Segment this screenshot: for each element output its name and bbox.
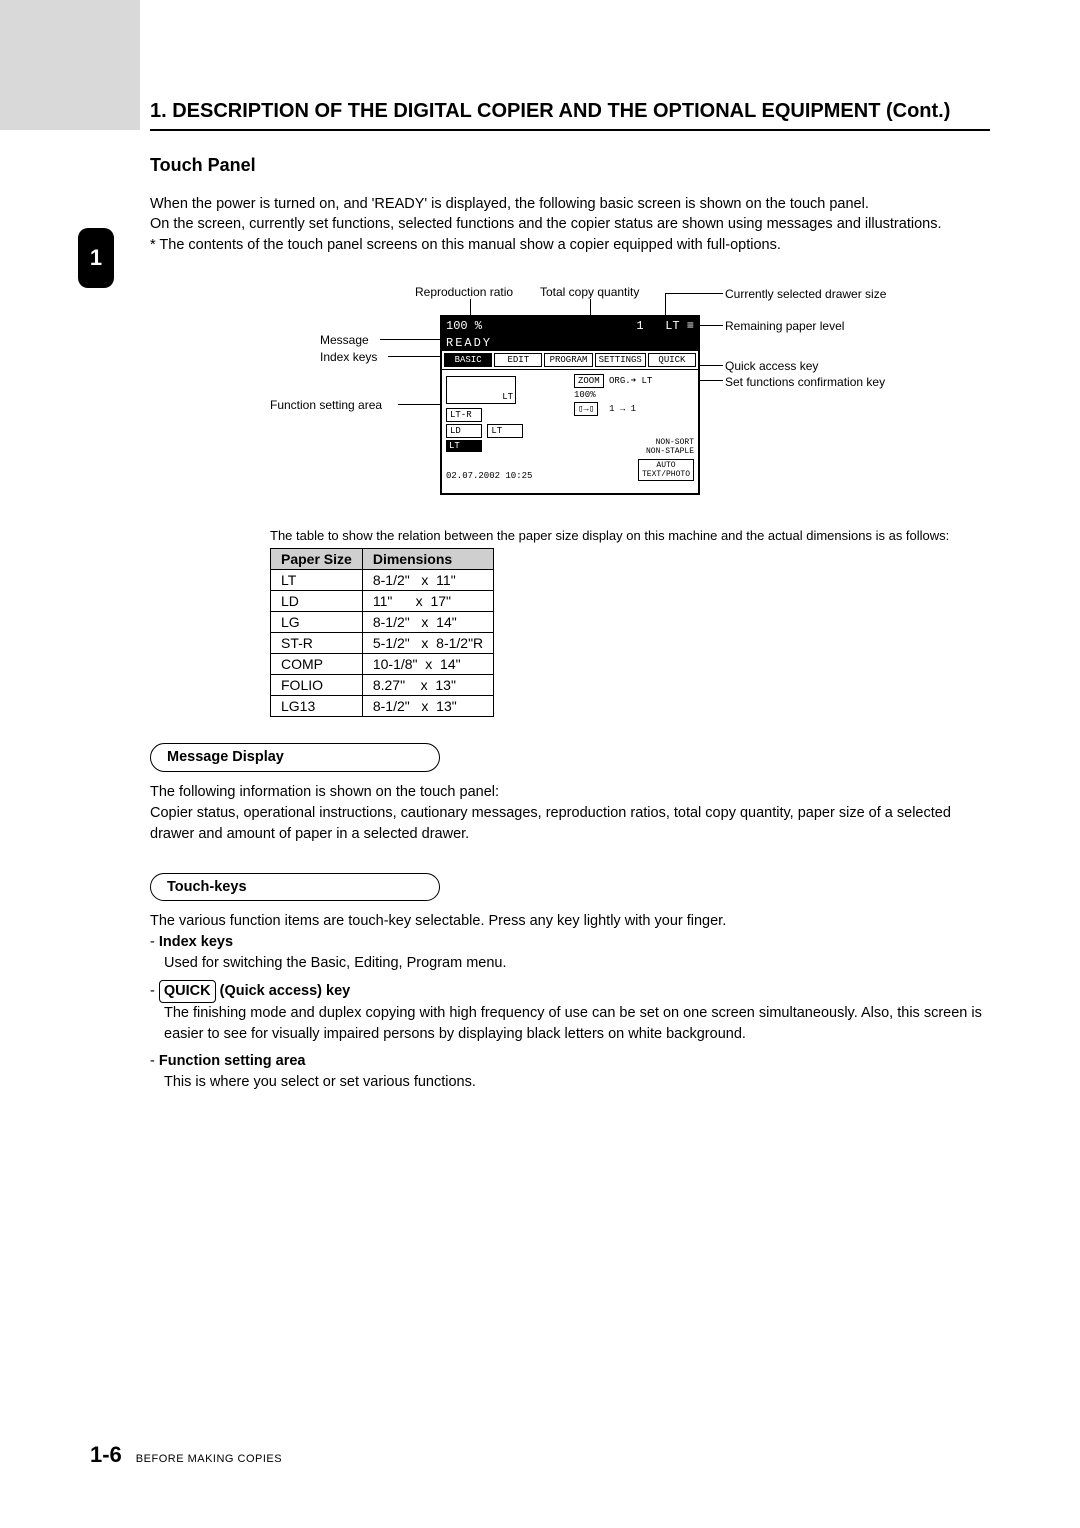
panel-date: 02.07.2002 10:25 xyxy=(446,471,532,481)
dimensions-cell: 8-1/2" x 11" xyxy=(362,570,493,591)
table-row: LG138-1/2" x 13" xyxy=(271,696,494,717)
table-header: Paper Size xyxy=(271,549,363,570)
size-box[interactable]: LT xyxy=(487,424,523,438)
touch-panel-diagram: Reproduction ratio Total copy quantity M… xyxy=(270,285,910,515)
table-row: LD11" x 17" xyxy=(271,591,494,612)
panel-mode[interactable]: AUTO TEXT/PHOTO xyxy=(638,459,694,481)
page-number: 1-6 xyxy=(90,1442,122,1468)
tab-program[interactable]: PROGRAM xyxy=(544,353,592,367)
panel-ratio: 100 % xyxy=(446,319,482,333)
touch-keys-pill: Touch-keys xyxy=(150,873,440,901)
panel-tabs: BASIC EDIT PROGRAM SETTINGS QUICK xyxy=(442,351,698,369)
quick-key-box: QUICK xyxy=(159,980,216,1003)
label-quick-key: Quick access key xyxy=(725,359,818,373)
section-heading: 1. DESCRIPTION OF THE DIGITAL COPIER AND… xyxy=(150,100,990,131)
tab-quick[interactable]: QUICK xyxy=(648,353,696,367)
table-row: ST-R5-1/2" x 8-1/2"R xyxy=(271,633,494,654)
paper-size-cell: LG xyxy=(271,612,363,633)
subsection-heading: Touch Panel xyxy=(150,155,990,176)
leader-line xyxy=(388,356,440,357)
panel-ready: READY xyxy=(442,335,698,351)
dimensions-cell: 10-1/8" x 14" xyxy=(362,654,493,675)
leader-line xyxy=(665,293,723,294)
top-gray-block xyxy=(0,0,140,130)
touch-panel: 100 % 1 LT ≡ READY BASIC EDIT PROGRAM SE… xyxy=(440,315,700,495)
label-total-qty: Total copy quantity xyxy=(540,285,639,299)
size-box[interactable]: LT-R xyxy=(446,408,482,422)
item-lead-suffix: (Quick access) key xyxy=(216,983,351,999)
message-display-pill: Message Display xyxy=(150,743,440,771)
table-row: COMP10-1/8" x 14" xyxy=(271,654,494,675)
size-box-active[interactable]: LT xyxy=(446,440,482,452)
msg-line: Copier status, operational instructions,… xyxy=(150,803,990,845)
label-confirm-key: Set functions confirmation key xyxy=(725,375,885,389)
paper-size-table: Paper Size Dimensions LT8-1/2" x 11"LD11… xyxy=(270,548,494,717)
chapter-tab: 1 xyxy=(78,228,114,288)
paper-orientation-icon: LT xyxy=(446,376,516,404)
paper-size-cell: COMP xyxy=(271,654,363,675)
label-drawer-size: Currently selected drawer size xyxy=(725,287,886,301)
paper-size-cell: LD xyxy=(271,591,363,612)
tab-basic[interactable]: BASIC xyxy=(444,353,492,367)
size-box[interactable]: LD xyxy=(446,424,482,438)
tab-settings[interactable]: SETTINGS xyxy=(595,353,646,367)
touch-key-item: - Function setting area This is where yo… xyxy=(150,1051,990,1093)
intro-line: On the screen, currently set functions, … xyxy=(150,214,990,234)
zoom-value: 100% xyxy=(574,390,694,400)
table-header: Dimensions xyxy=(362,549,493,570)
panel-header: 100 % 1 LT ≡ xyxy=(442,317,698,335)
dimensions-cell: 8.27" x 13" xyxy=(362,675,493,696)
tab-edit[interactable]: EDIT xyxy=(494,353,542,367)
duplex-icon[interactable]: ▯→▯ xyxy=(574,402,598,416)
intro-line: When the power is turned on, and 'READY'… xyxy=(150,194,990,214)
function-area: LT LT-R LD LT LT ZOOM ORG.➜ LT 100% ▯→▯ … xyxy=(442,369,698,484)
dimensions-cell: 5-1/2" x 8-1/2"R xyxy=(362,633,493,654)
touch-key-item: - QUICK (Quick access) key The finishing… xyxy=(150,980,990,1045)
label-func-area: Function setting area xyxy=(270,398,382,412)
leader-line xyxy=(700,380,723,381)
dimensions-cell: 11" x 17" xyxy=(362,591,493,612)
message-display-text: The following information is shown on th… xyxy=(150,782,990,845)
leader-line xyxy=(380,339,440,340)
table-note: The table to show the relation between t… xyxy=(270,527,990,545)
dimensions-cell: 8-1/2" x 13" xyxy=(362,696,493,717)
paper-size-cell: FOLIO xyxy=(271,675,363,696)
zoom-box[interactable]: ZOOM xyxy=(574,374,604,388)
label-message: Message xyxy=(320,333,369,347)
label-index-keys: Index keys xyxy=(320,350,377,364)
paper-size-cell: LT xyxy=(271,570,363,591)
paper-lt: LT xyxy=(502,392,513,402)
item-text: The finishing mode and duplex copying wi… xyxy=(164,1003,990,1045)
page-footer: 1-6 BEFORE MAKING COPIES xyxy=(90,1442,282,1468)
table-row: FOLIO8.27" x 13" xyxy=(271,675,494,696)
item-lead: Index keys xyxy=(159,934,233,950)
panel-drawer: LT xyxy=(665,319,679,333)
table-row: LT8-1/2" x 11" xyxy=(271,570,494,591)
touch-keys-text: The various function items are touch-key… xyxy=(150,911,990,1093)
item-text: Used for switching the Basic, Editing, P… xyxy=(164,953,990,974)
footer-caption: BEFORE MAKING COPIES xyxy=(136,1453,282,1465)
touch-keys-intro: The various function items are touch-key… xyxy=(150,911,990,932)
table-row: LG8-1/2" x 14" xyxy=(271,612,494,633)
paper-size-cell: ST-R xyxy=(271,633,363,654)
label-paper-level: Remaining paper level xyxy=(725,319,844,333)
sort-label: NON-SORT NON-STAPLE xyxy=(646,438,694,456)
intro-note: * The contents of the touch panel screen… xyxy=(150,235,990,255)
msg-line: The following information is shown on th… xyxy=(150,782,990,803)
label-repro-ratio: Reproduction ratio xyxy=(415,285,513,299)
item-lead: Function setting area xyxy=(159,1053,306,1069)
paper-size-cell: LG13 xyxy=(271,696,363,717)
touch-key-item: - Index keys Used for switching the Basi… xyxy=(150,932,990,974)
leader-line xyxy=(398,404,440,405)
item-text: This is where you select or set various … xyxy=(164,1072,990,1093)
org-label: ORG.➜ LT xyxy=(609,376,652,386)
duplex-value: 1 → 1 xyxy=(609,404,636,414)
panel-qty: 1 xyxy=(636,319,643,333)
dimensions-cell: 8-1/2" x 14" xyxy=(362,612,493,633)
intro-text: When the power is turned on, and 'READY'… xyxy=(150,194,990,255)
